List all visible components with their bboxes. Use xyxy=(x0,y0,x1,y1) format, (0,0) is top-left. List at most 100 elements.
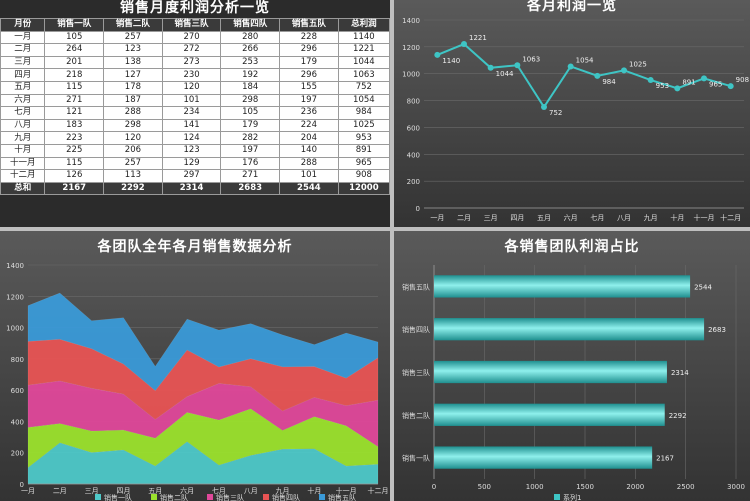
table-row: 二月 264 123 272 266 296 1221 xyxy=(0,43,390,57)
x-tick-label: 三月 xyxy=(484,214,498,222)
table-cell: 296 xyxy=(279,68,339,82)
table-header-row: 月份 销售一队 销售二队 销售三队 销售四队 销售五队 总利润 xyxy=(0,18,390,32)
data-point xyxy=(487,64,494,71)
legend-label: 销售一队 xyxy=(104,493,132,501)
data-point xyxy=(514,62,521,69)
table-cell: 123 xyxy=(103,43,163,57)
data-point xyxy=(541,104,547,111)
x-tick-label: 十月 xyxy=(307,486,321,495)
table-cell: 752 xyxy=(337,80,390,95)
table-header-cell: 销售三队 xyxy=(161,18,222,32)
table-cell: 六月 xyxy=(0,93,46,108)
table-cell: 三月 xyxy=(0,55,46,70)
x-tick-label: 0 xyxy=(432,483,436,491)
y-tick-label: 600 xyxy=(407,124,420,132)
data-label: 1221 xyxy=(469,34,487,42)
data-point xyxy=(621,67,627,74)
table-cell: 115 xyxy=(44,156,105,171)
y-tick-label: 销售四队 xyxy=(402,325,430,334)
table-cell: 1025 xyxy=(337,118,390,133)
x-tick-label: 十二月 xyxy=(720,213,741,222)
table-cell: 138 xyxy=(103,55,163,70)
x-tick-label: 九月 xyxy=(644,213,658,222)
legend-swatch xyxy=(151,494,157,500)
legend-label: 销售三队 xyxy=(216,493,244,501)
table-cell: 234 xyxy=(161,106,222,120)
x-tick-label: 二月 xyxy=(457,214,471,222)
table-cell: 298 xyxy=(103,118,163,133)
table-row: 十一月 115 257 129 176 288 965 xyxy=(0,156,390,171)
data-label: 1025 xyxy=(629,60,647,68)
data-label: 984 xyxy=(602,78,616,86)
x-tick-label: 九月 xyxy=(276,486,290,495)
table-cell: 264 xyxy=(44,43,105,57)
table-cell: 257 xyxy=(103,156,163,171)
x-tick-label: 二月 xyxy=(53,487,67,495)
line-series xyxy=(436,42,731,109)
bar xyxy=(434,318,705,341)
data-label: 1140 xyxy=(442,57,460,65)
table-cell: 201 xyxy=(44,55,105,70)
table-row: 十二月 126 113 297 271 101 908 xyxy=(0,169,390,183)
table-cell: 197 xyxy=(279,93,339,108)
table-cell: 二月 xyxy=(0,43,46,57)
y-tick-label: 800 xyxy=(11,356,24,364)
y-tick-label: 0 xyxy=(416,205,420,213)
table-total-cell: 2292 xyxy=(103,181,163,196)
table-cell: 984 xyxy=(337,106,390,120)
table-cell: 179 xyxy=(220,118,281,133)
table-cell: 1063 xyxy=(337,68,390,82)
table-cell: 140 xyxy=(279,143,339,158)
y-tick-label: 销售二队 xyxy=(402,411,430,420)
table-cell: 115 xyxy=(44,80,105,95)
table-cell: 120 xyxy=(103,131,163,145)
x-tick-label: 1500 xyxy=(576,483,594,491)
profit-table: 月份 销售一队 销售二队 销售三队 销售四队 销售五队 总利润 一月 105 257 270 280… xyxy=(0,18,390,196)
data-point xyxy=(461,41,467,48)
x-tick-label: 四月 xyxy=(510,214,524,222)
table-cell: 七月 xyxy=(0,106,46,120)
table-total-cell: 2314 xyxy=(161,181,222,196)
y-tick-label: 1400 xyxy=(402,17,420,25)
bar xyxy=(434,446,653,469)
table-cell: 184 xyxy=(220,80,281,95)
data-label: 2544 xyxy=(694,283,712,291)
legend-swatch xyxy=(554,494,560,500)
table-cell: 296 xyxy=(279,43,339,57)
x-tick-label: 四月 xyxy=(116,487,130,495)
data-point xyxy=(727,83,734,90)
table-cell: 288 xyxy=(103,106,163,120)
table-cell: 129 xyxy=(161,156,222,171)
table-cell: 218 xyxy=(44,68,105,82)
table-cell: 183 xyxy=(44,118,105,133)
table-body: 一月 105 257 270 280 228 1140 二月 264 123 272 266 296 12… xyxy=(0,30,390,196)
data-label: 1044 xyxy=(496,70,514,78)
data-point xyxy=(647,77,654,84)
table-cell: 280 xyxy=(220,30,281,45)
x-tick-label: 一月 xyxy=(430,214,444,222)
table-cell: 178 xyxy=(103,80,163,95)
x-tick-label: 十月 xyxy=(670,213,684,222)
table-cell: 127 xyxy=(103,68,163,82)
x-tick-label: 七月 xyxy=(590,213,604,222)
x-tick-label: 三月 xyxy=(85,487,99,495)
table-cell: 105 xyxy=(220,106,281,120)
y-tick-label: 200 xyxy=(11,450,24,458)
table-cell: 1221 xyxy=(337,43,390,57)
x-tick-label: 五月 xyxy=(537,214,551,222)
y-tick-label: 1400 xyxy=(6,262,24,270)
table-cell: 271 xyxy=(44,93,105,108)
line-chart-title: 各月利润一览 xyxy=(527,0,617,14)
table-row: 三月 201 138 273 253 179 1044 xyxy=(0,55,390,70)
x-tick-label: 十二月 xyxy=(368,486,389,495)
legend-swatch xyxy=(319,494,325,500)
table-cell: 十一月 xyxy=(0,156,46,171)
table-cell: 105 xyxy=(44,30,105,45)
y-tick-label: 400 xyxy=(11,418,24,426)
area-series xyxy=(27,339,379,420)
table-cell: 230 xyxy=(161,68,222,82)
y-tick-label: 600 xyxy=(11,387,24,395)
table-cell: 223 xyxy=(44,131,105,145)
data-point xyxy=(567,63,574,70)
table-row: 四月 218 127 230 192 296 1063 xyxy=(0,68,390,82)
